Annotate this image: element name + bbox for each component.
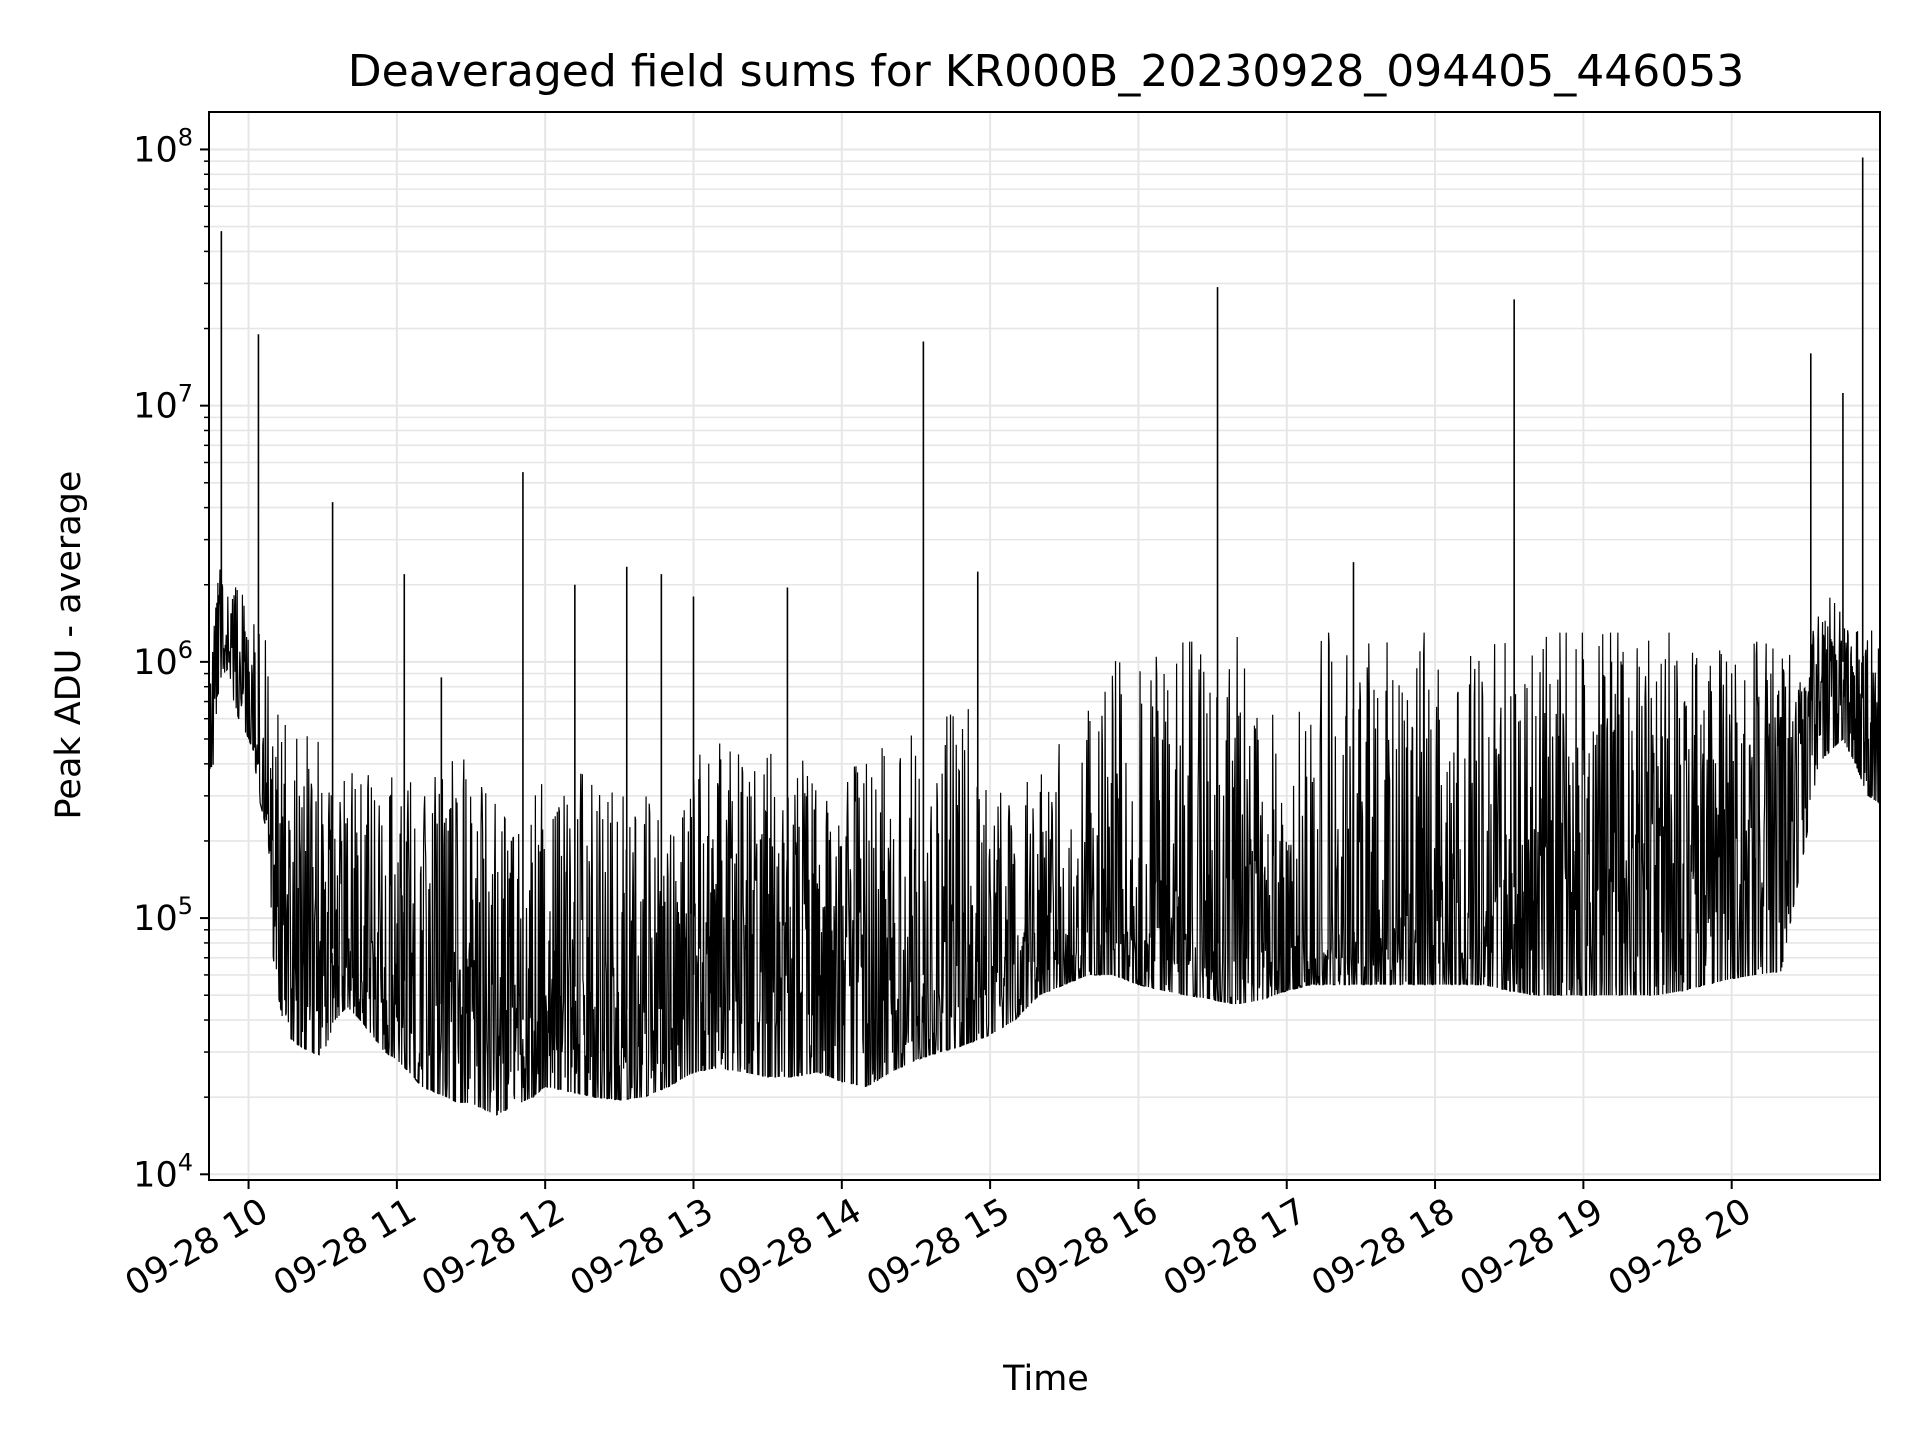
y-tick-base: 10 bbox=[133, 643, 178, 683]
spike-lines bbox=[220, 157, 1864, 1020]
y-axis-label: Peak ADU - average bbox=[49, 471, 89, 820]
y-tick-exponent: 8 bbox=[178, 123, 193, 151]
series-line bbox=[208, 569, 1881, 1116]
y-tick-exponent: 7 bbox=[178, 380, 193, 408]
y-tick-base: 10 bbox=[133, 899, 178, 939]
data-series bbox=[208, 569, 1881, 1116]
chart-title: Deaveraged field sums for KR000B_2023092… bbox=[348, 46, 1744, 97]
y-tick-label: 106 bbox=[133, 636, 193, 683]
y-tick-label: 107 bbox=[133, 380, 193, 427]
y-tick-label: 104 bbox=[133, 1148, 193, 1195]
y-tick-exponent: 4 bbox=[178, 1148, 193, 1176]
y-tick-label: 105 bbox=[133, 892, 193, 939]
x-axis-label: Time bbox=[1002, 1359, 1089, 1399]
plot-area-frame bbox=[208, 111, 1881, 1181]
y-tick-label: 108 bbox=[133, 123, 193, 170]
y-tick-base: 10 bbox=[133, 1155, 178, 1195]
y-tick-base: 10 bbox=[133, 130, 178, 170]
y-tick-exponent: 5 bbox=[178, 892, 193, 920]
y-tick-base: 10 bbox=[133, 387, 178, 427]
y-tick-exponent: 6 bbox=[178, 636, 193, 664]
